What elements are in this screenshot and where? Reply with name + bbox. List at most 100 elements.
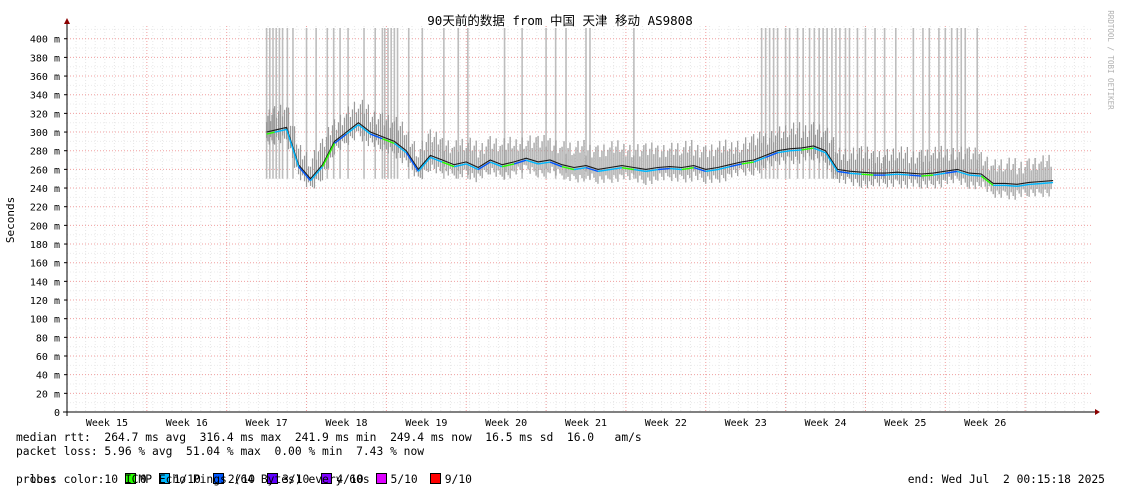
loss-color-swatch: [429, 473, 441, 484]
loss-color-segment: [885, 173, 898, 176]
loss-color-segment: [358, 124, 371, 135]
loss-color-segment: [370, 133, 383, 140]
loss-color-item: 9/10: [429, 473, 472, 486]
loss-color-segment: [777, 150, 790, 154]
loss-color-segment: [393, 142, 407, 154]
loss-color-segment: [477, 161, 491, 171]
x-tick-label: Week 26: [964, 418, 1006, 429]
y-tick-label: 20 m: [36, 389, 60, 400]
loss-color-segment: [561, 166, 575, 171]
loss-color-segment: [921, 174, 934, 177]
loss-color-segment: [298, 166, 312, 182]
loss-color-segment: [501, 163, 515, 168]
loss-color-segment: [693, 166, 706, 173]
x-tick-label: Week 19: [405, 418, 447, 429]
probe-line: probe: 10 ICMP Echo Pings (64 Bytes) eve…: [16, 473, 370, 486]
loss-color-segment: [645, 168, 658, 173]
x-tick-label: Week 17: [246, 418, 288, 429]
loss-spikes: [265, 28, 979, 179]
loss-color-segment: [813, 147, 826, 154]
chart-title: 90天前的数据 from 中国 天津 移动 AS9808: [427, 13, 692, 28]
loss-color-segment: [549, 161, 563, 168]
y-tick-label: 280 m: [30, 147, 60, 158]
loss-color-segment: [274, 128, 287, 133]
x-tick-label: Week 21: [565, 418, 607, 429]
loss-color-segment: [585, 166, 599, 173]
packet-loss-line: packet loss: 5.96 % avg 51.04 % max 0.00…: [16, 445, 425, 458]
loss-color-segment: [801, 147, 814, 151]
y-tick-label: 0: [54, 408, 60, 419]
y-tick-label: 320 m: [30, 109, 60, 120]
y-tick-label: 160 m: [30, 259, 60, 270]
loss-color-segment: [729, 163, 742, 168]
loss-color-label-text: 3/10: [282, 473, 310, 486]
loss-color-segment: [717, 166, 730, 171]
loss-color-legend: loss color: 0 1/10 2/10 3/10 4/10 5/10 9/10: [16, 459, 484, 487]
loss-color-segment: [681, 166, 694, 171]
loss-color-label-text: 4/10: [336, 473, 364, 486]
loss-color-segment: [933, 172, 946, 176]
loss-color-swatch: [321, 473, 333, 484]
loss-color-item: 2/10: [212, 473, 255, 486]
loss-color-swatch: [212, 473, 224, 484]
loss-color-segment: [1029, 182, 1042, 186]
loss-color-items: 0 1/10 2/10 3/10 4/10 5/10 9/10: [124, 473, 484, 486]
loss-color-item: 0: [124, 473, 147, 486]
y-tick-label: 300 m: [30, 128, 60, 139]
axes: 0 20 m 40 m 60 m 80 m 100 m 120 m 140 m 160 m 180…: [30, 18, 1100, 429]
y-tick-label: 220 m: [30, 203, 60, 214]
y-tick-label: 140 m: [30, 277, 60, 288]
loss-color-segment: [417, 156, 431, 172]
loss-color-segment: [1041, 181, 1054, 185]
loss-color-segment: [789, 149, 802, 152]
x-tick-label: Week 22: [645, 418, 687, 429]
loss-color-segment: [334, 133, 347, 144]
loss-color-label-text: 5/10: [390, 473, 418, 486]
y-tick-label: 260 m: [30, 165, 60, 176]
loss-color-segment: [346, 124, 359, 135]
x-tick-label: Week 24: [804, 418, 846, 429]
y-tick-label: 360 m: [30, 72, 60, 83]
y-tick-label: 40 m: [36, 371, 60, 382]
x-tick-label: Week 23: [725, 418, 767, 429]
loss-color-segment: [633, 168, 646, 173]
loss-color-segment: [430, 156, 443, 163]
loss-color-segment: [861, 173, 874, 176]
x-axis-arrow: [1095, 409, 1100, 415]
loss-color-segment: [741, 161, 754, 165]
loss-color-swatch: [267, 473, 279, 484]
y-tick-label: 380 m: [30, 53, 60, 64]
end-time: end: Wed Jul 2 00:15:18 2025: [907, 473, 1105, 486]
loss-color-segment: [454, 163, 467, 168]
loss-color-segment: [621, 166, 635, 171]
loss-color-segment: [266, 131, 275, 135]
loss-color-segment: [537, 161, 551, 165]
loss-color-segment: [597, 168, 611, 173]
y-tick-label: 400 m: [30, 35, 60, 46]
loss-color-segment: [465, 163, 479, 171]
y-tick-label: 80 m: [36, 333, 60, 344]
y-tick-label: 120 m: [30, 296, 60, 307]
loss-color-label-text: 1/10: [173, 473, 201, 486]
loss-color-swatch: [375, 473, 387, 484]
rtt-series: [266, 99, 1054, 200]
loss-color-item: 1/10: [158, 473, 201, 486]
loss-color-segment: [824, 152, 839, 172]
loss-color-segment: [657, 167, 670, 171]
loss-color-segment: [909, 174, 922, 177]
grid-lines: [66, 26, 1093, 413]
loss-color-segment: [1017, 183, 1030, 187]
loss-color-segment: [489, 161, 503, 168]
x-tick-label: Week 16: [166, 418, 208, 429]
x-tick-label: Week 20: [485, 418, 527, 429]
x-tick-label: Week 18: [325, 418, 367, 429]
y-axis-arrow: [64, 18, 70, 24]
loss-color-segment: [321, 143, 336, 168]
loss-color-segment: [980, 175, 994, 186]
loss-color-segment: [1005, 184, 1018, 188]
loss-color-segment: [669, 167, 682, 171]
y-tick-label: 180 m: [30, 240, 60, 251]
x-tick-label: Week 15: [86, 418, 128, 429]
loss-color-item: 5/10: [375, 473, 418, 486]
loss-color-segment: [442, 161, 455, 168]
